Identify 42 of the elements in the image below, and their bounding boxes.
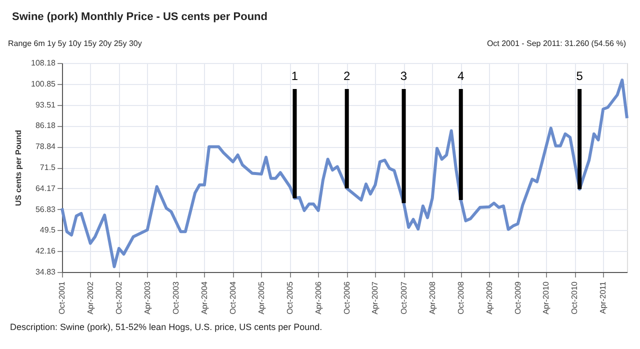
- x-tick-label: Oct-2001: [58, 280, 66, 314]
- annotation: 1: [291, 69, 298, 83]
- annotation: 3: [400, 69, 408, 83]
- y-tick-label: 71.5: [40, 163, 56, 172]
- text: Oct 2001 - Sep 2011: 31.260 (54.56 %): [486, 39, 626, 48]
- annotation: 4: [458, 69, 465, 83]
- y-axis-title: US cents per Pound: [14, 130, 24, 206]
- x-tick-label: Oct-2003: [171, 280, 180, 314]
- x-tick-label: Apr-2006: [314, 280, 323, 314]
- y-tick-label: 42.16: [35, 246, 56, 256]
- x-tick-label: Oct-2008: [456, 280, 466, 314]
- x-tick-label: Oct-2004: [228, 280, 238, 314]
- x-tick-label: Apr-2003: [142, 280, 152, 314]
- y-tick-label: 64.17: [35, 184, 56, 193]
- x-tick-label: Apr-2004: [200, 280, 209, 314]
- x-tick-label: Oct-2007: [399, 280, 408, 314]
- x-tick-label: Apr-2009: [484, 280, 494, 314]
- annotation: 5: [576, 69, 584, 83]
- y-tick-label: 34.83: [35, 268, 56, 276]
- x-tick-label: Apr-2007: [370, 280, 380, 314]
- y-tick-label: 86.18: [35, 121, 56, 130]
- line-series: [60, 78, 628, 268]
- x-tick-label: Oct-2005: [285, 280, 294, 314]
- annotation: 2: [343, 69, 350, 83]
- y-tick-label: 78.84: [35, 142, 56, 152]
- x-tick-label: Apr-2002: [86, 280, 95, 314]
- x-tick-label: Oct-2009: [513, 280, 522, 314]
- chart-title: Swine (pork) Monthly Price - US cents per Pound: [12, 11, 268, 23]
- text: Description: Swine (pork), 51-52% lean Hogs, U.S. price, US cents per Pound.: [10, 322, 322, 332]
- x-tick-label: Apr-2010: [542, 280, 551, 314]
- x-tick-label: Apr-2008: [428, 280, 437, 314]
- y-tick-label: 49.5: [40, 226, 56, 235]
- x-tick-label: Oct-2006: [342, 280, 352, 314]
- x-tick-label: Oct-2010: [570, 280, 580, 314]
- x-tick-label: Apr-2005: [256, 280, 266, 314]
- y-tick-label: 100.85: [31, 79, 56, 88]
- x-tick-label: Apr-2011: [598, 280, 608, 314]
- y-tick-label: 108.18: [31, 58, 56, 68]
- y-tick-label: 93.51: [35, 100, 56, 110]
- text: Range 6m 1y 5y 10y 15y 20y 25y 30y: [8, 39, 142, 48]
- y-tick-label: 56.83: [35, 204, 56, 214]
- x-tick-label: Oct-2002: [114, 280, 124, 314]
